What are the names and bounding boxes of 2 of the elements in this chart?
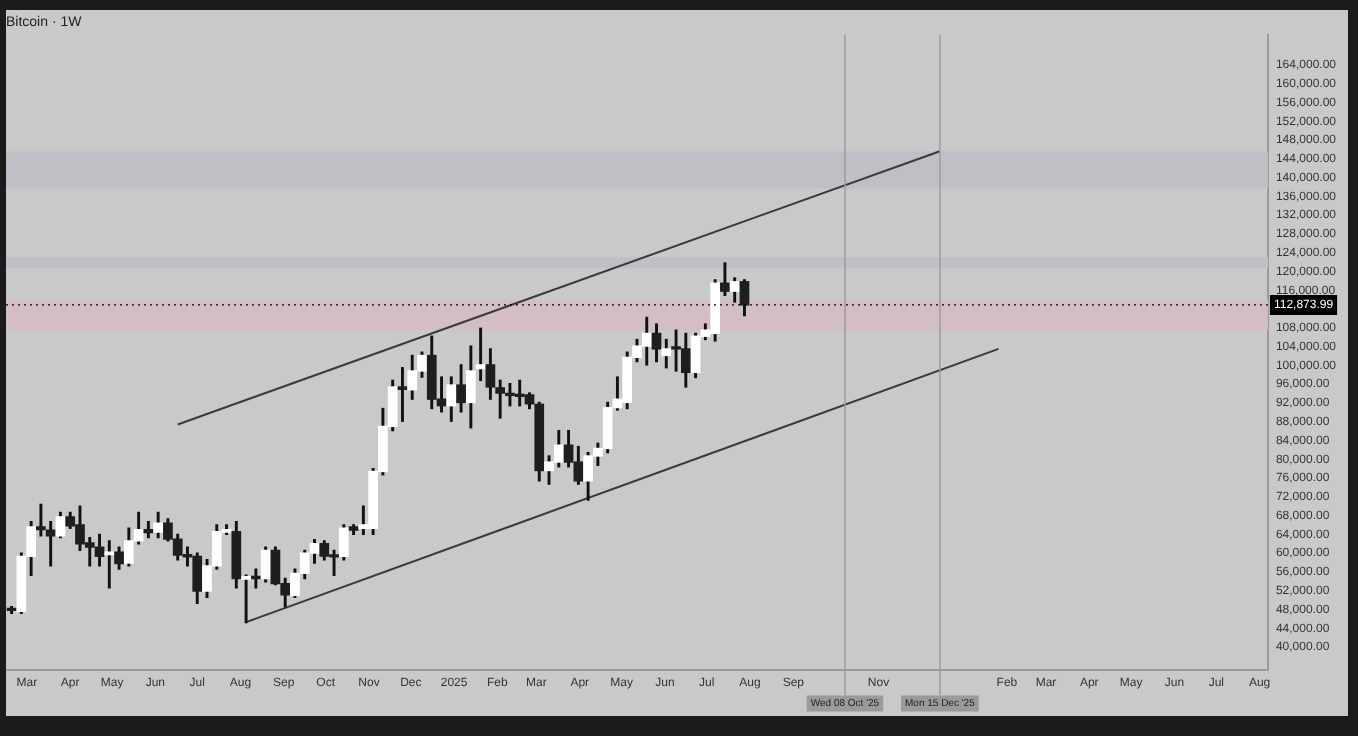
candlestick [397, 367, 408, 422]
candlestick [251, 568, 261, 589]
